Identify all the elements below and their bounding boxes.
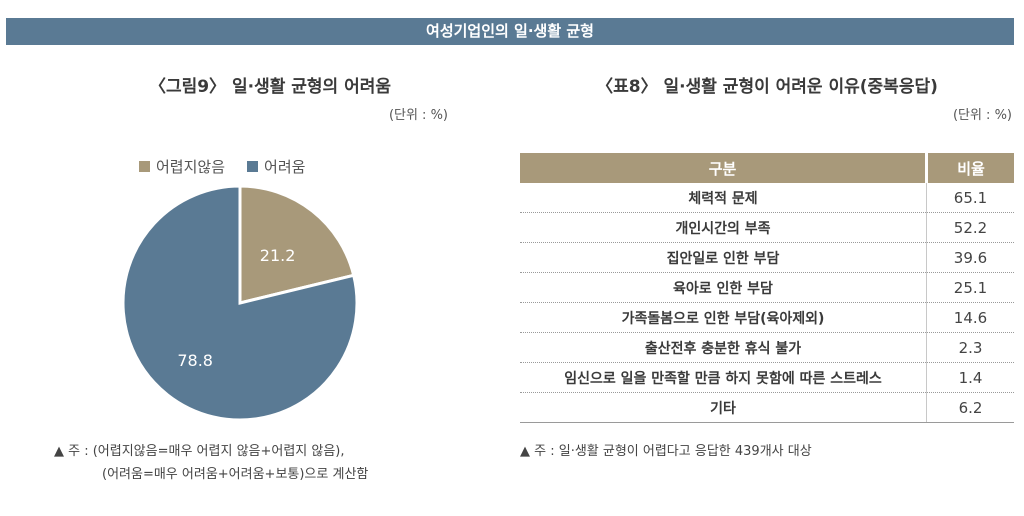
table-row: 집안일로 인한 부담 39.6 [520,242,1014,273]
legend-item-not-difficult: 어렵지않음 [139,156,225,177]
table-row: 출산전후 충분한 휴식 불가 2.3 [520,332,1014,363]
table-cell-label: 가족돌봄으로 인한 부담(육아제외) [520,302,927,333]
table-header-category: 구분 [520,153,927,183]
pie-label-not-difficult: 21.2 [260,246,296,265]
legend-label-not-difficult: 어렵지않음 [156,158,226,176]
legend-swatch-difficult [247,161,259,172]
pie-legend: 어렵지않음 어려움 [139,156,305,177]
pie-chart: 21.2 78.8 [121,184,359,422]
figure-unit-label: (단위 : %) [388,108,448,123]
table-cell-value: 39.6 [926,242,1014,273]
table-row: 육아로 인한 부담 25.1 [520,272,1014,303]
table-row: 기타 6.2 [520,392,1014,423]
legend-item-difficult: 어려움 [247,156,305,177]
page-banner: 여성기업인의 일·생활 균형 [6,18,1014,45]
table-cell-value: 2.3 [926,332,1014,363]
legend-label-difficult: 어려움 [264,158,306,176]
table-cell-label: 개인시간의 부족 [520,212,927,243]
table-cell-label: 출산전후 충분한 휴식 불가 [520,332,927,363]
table-note: ▲ 주 : 일·생활 균형이 어렵다고 응답한 439개사 대상 [520,444,812,459]
table-cell-label: 임신으로 일을 만족할 만큼 하지 못함에 따른 스트레스 [520,362,927,393]
table-header-row: 구분 비율 [520,153,1014,183]
pie-label-difficult: 78.8 [177,351,213,370]
table-cell-label: 체력적 문제 [520,183,927,213]
table-cell-value: 25.1 [926,272,1014,303]
table-cell-value: 65.1 [926,183,1014,213]
table-cell-label: 육아로 인한 부담 [520,272,927,303]
table-cell-value: 14.6 [926,302,1014,333]
table-cell-value: 1.4 [926,362,1014,393]
pie-slice-difficult [121,184,359,422]
reasons-table: 구분 비율 체력적 문제 65.1 개인시간의 부족 52.2 집안일로 인한 부담 39… [520,153,1014,423]
table-title: 〈표8〉 일·생활 균형이 어려운 이유(중복응답) [596,77,938,97]
legend-swatch-not-difficult [139,161,150,172]
table-header-ratio: 비율 [925,153,1014,183]
figure-note-line-2: (어려움=매우 어려움+어려움+보통)으로 계산함 [102,467,369,482]
figure-note: ▲ 주 : (어렵지않음=매우 어렵지 않음+어렵지 않음), (어려움=매우 … [54,440,368,486]
table-cell-label: 기타 [520,392,927,423]
figure-title: 〈그림9〉 일·생활 균형의 어려움 [148,77,392,97]
table-row: 개인시간의 부족 52.2 [520,212,1014,243]
table-cell-value: 6.2 [926,392,1014,423]
table-row: 체력적 문제 65.1 [520,183,1014,213]
table-unit-label: (단위 : %) [952,108,1012,123]
pie-slice-not-difficult [238,184,356,305]
figure-note-line-1: ▲ 주 : (어렵지않음=매우 어렵지 않음+어렵지 않음), [54,444,345,459]
table-row: 임신으로 일을 만족할 만큼 하지 못함에 따른 스트레스 1.4 [520,362,1014,393]
table-row: 가족돌봄으로 인한 부담(육아제외) 14.6 [520,302,1014,333]
table-cell-label: 집안일로 인한 부담 [520,242,927,273]
table-cell-value: 52.2 [926,212,1014,243]
